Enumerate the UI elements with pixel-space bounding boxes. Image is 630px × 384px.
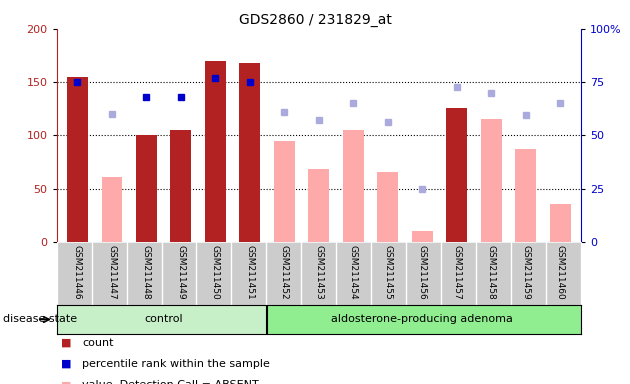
Bar — [274, 141, 295, 242]
Text: GSM211446: GSM211446 — [73, 245, 82, 300]
Text: GSM211452: GSM211452 — [280, 245, 289, 300]
Bar — [205, 61, 226, 242]
Text: GSM211447: GSM211447 — [107, 245, 117, 300]
Bar — [550, 204, 571, 242]
Text: disease state: disease state — [3, 314, 77, 324]
Text: GSM211448: GSM211448 — [142, 245, 151, 300]
Bar — [377, 172, 398, 242]
Bar — [447, 108, 467, 242]
Text: GSM211450: GSM211450 — [211, 245, 220, 300]
Bar — [101, 177, 122, 242]
Bar — [171, 130, 191, 242]
Bar — [481, 119, 501, 242]
Bar — [57, 305, 267, 334]
Text: GSM211459: GSM211459 — [521, 245, 530, 300]
Text: GSM211453: GSM211453 — [314, 245, 323, 300]
Text: ■: ■ — [61, 359, 71, 369]
Bar — [447, 136, 467, 242]
Text: aldosterone-producing adenoma: aldosterone-producing adenoma — [331, 314, 513, 324]
Text: ■: ■ — [61, 380, 71, 384]
Bar — [136, 136, 157, 242]
Text: ■: ■ — [61, 338, 71, 348]
Bar — [309, 169, 329, 242]
Text: GSM211449: GSM211449 — [176, 245, 185, 300]
Text: count: count — [82, 338, 113, 348]
Bar — [515, 149, 536, 242]
Bar — [412, 231, 433, 242]
Text: percentile rank within the sample: percentile rank within the sample — [82, 359, 270, 369]
Text: control: control — [144, 314, 183, 324]
Text: GDS2860 / 231829_at: GDS2860 / 231829_at — [239, 13, 391, 27]
Text: value, Detection Call = ABSENT: value, Detection Call = ABSENT — [82, 380, 259, 384]
Text: GSM211454: GSM211454 — [349, 245, 358, 300]
Bar — [239, 63, 260, 242]
Bar — [343, 130, 364, 242]
Text: GSM211458: GSM211458 — [487, 245, 496, 300]
Text: GSM211456: GSM211456 — [418, 245, 427, 300]
Text: GSM211457: GSM211457 — [452, 245, 461, 300]
Text: GSM211455: GSM211455 — [383, 245, 392, 300]
Text: GSM211451: GSM211451 — [245, 245, 255, 300]
Text: GSM211460: GSM211460 — [556, 245, 564, 300]
Bar — [67, 77, 88, 242]
